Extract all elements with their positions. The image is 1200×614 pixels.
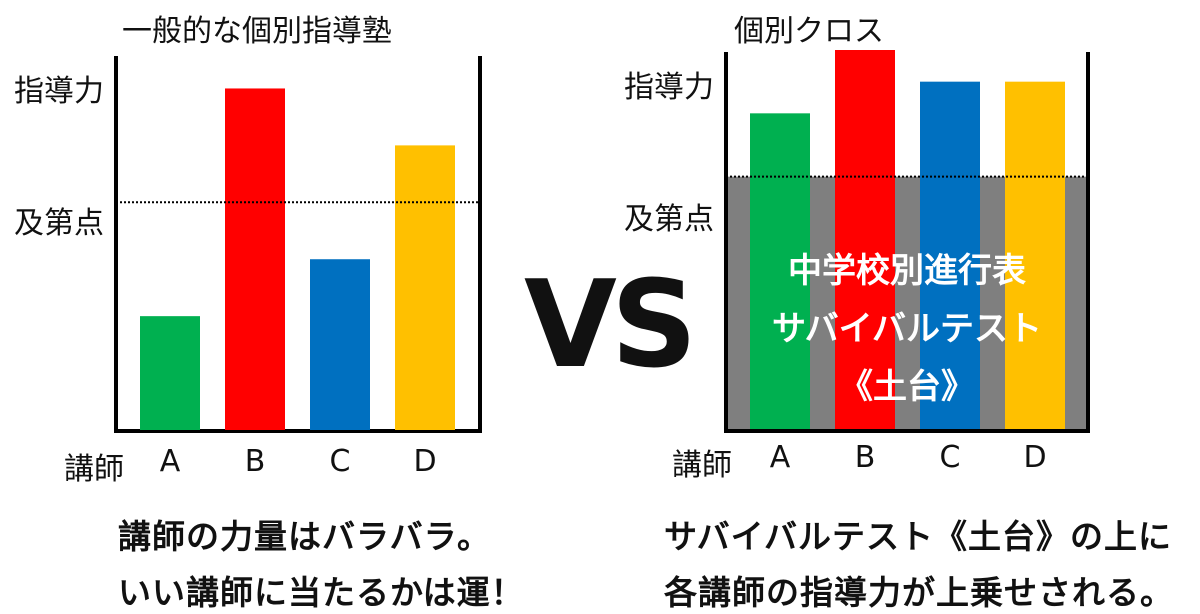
left-caption-line-1: 講師の力量はバラバラ。 [118, 517, 492, 556]
left-bar-D [395, 145, 455, 430]
right-bars [750, 50, 1065, 431]
right-tick-B: B [854, 440, 876, 475]
left-x-axis-label: 講師 [64, 452, 124, 487]
left-tick-B: B [244, 444, 266, 479]
left-threshold-label: 及第点 [14, 206, 104, 241]
right-threshold-label: 及第点 [624, 202, 714, 237]
right-bar-B [835, 50, 895, 430]
right-y-axis-label: 指導力 [624, 70, 714, 105]
left-tick-A: A [159, 444, 181, 479]
left-caption-line-2: いい講師に当たるかは運！ [118, 573, 525, 612]
foundation-line-3: 《土台》 [839, 367, 975, 407]
left-bar-A [140, 316, 200, 430]
left-tick-D: D [413, 444, 437, 479]
right-caption-line-1: サバイバルテスト《土台》の上に [664, 517, 1173, 556]
right-bar-A [750, 113, 810, 430]
right-caption-line-2: 各講師の指導力が上乗せされる。 [664, 573, 1174, 612]
foundation-line-1: 中学校別進行表 [788, 251, 1026, 291]
left-bars [140, 88, 455, 430]
right-bar-D [1005, 81, 1065, 431]
left-bar-B [225, 88, 285, 430]
right-frame [724, 52, 1090, 433]
right-tick-A: A [769, 440, 791, 475]
left-frame [114, 56, 482, 433]
right-bar-C [920, 81, 980, 431]
foundation-line-2: サバイバルテスト [772, 309, 1042, 349]
right-x-axis-label: 講師 [672, 448, 732, 483]
right-chart-title: 個別クロス [734, 14, 884, 49]
right-tick-D: D [1023, 440, 1047, 475]
left-y-axis-label: 指導力 [14, 74, 104, 109]
vs-label: VS [524, 256, 697, 395]
right-tick-C: C [939, 440, 961, 475]
left-chart-title: 一般的な個別指導塾 [122, 14, 392, 49]
left-tick-C: C [329, 444, 351, 479]
left-bar-C [310, 259, 370, 430]
